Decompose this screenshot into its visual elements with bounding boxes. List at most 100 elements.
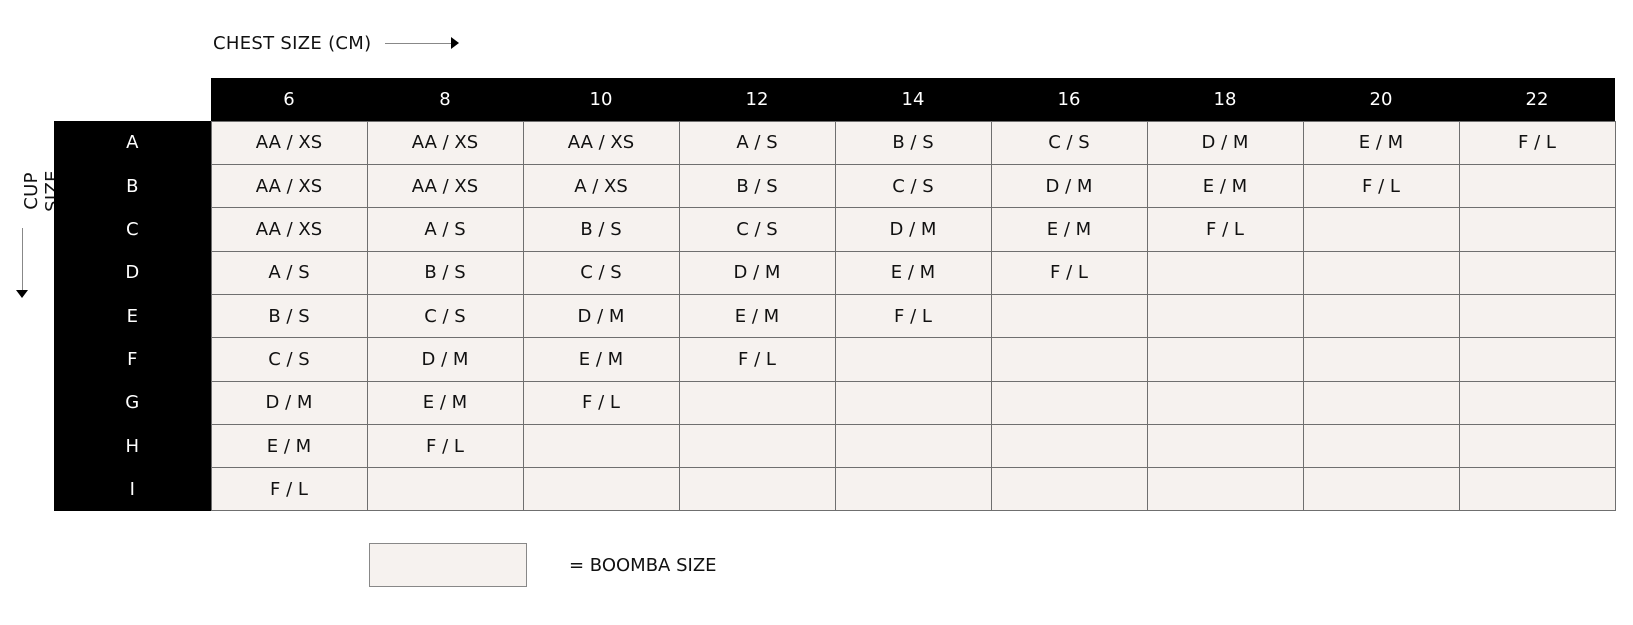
row-header: F bbox=[54, 337, 211, 382]
size-cell: A / XS bbox=[522, 164, 680, 209]
size-cell: E / M bbox=[522, 337, 680, 382]
size-cell: C / S bbox=[366, 293, 524, 339]
row-header: D bbox=[54, 251, 211, 295]
size-cell bbox=[1146, 423, 1304, 469]
size-cell: B / S bbox=[210, 293, 368, 339]
size-cell: F / L bbox=[1146, 207, 1304, 252]
size-cell bbox=[1458, 293, 1616, 339]
arrow-right-icon bbox=[385, 37, 460, 49]
column-header: 18 bbox=[1147, 78, 1303, 122]
size-cell bbox=[834, 380, 992, 425]
size-cell: E / M bbox=[678, 293, 836, 339]
size-cell bbox=[1302, 380, 1460, 425]
size-cell bbox=[990, 293, 1148, 339]
row-header: B bbox=[54, 164, 211, 208]
size-cell bbox=[990, 337, 1148, 382]
size-cell bbox=[1302, 337, 1460, 382]
size-cell bbox=[1458, 337, 1616, 382]
row-header: C bbox=[54, 207, 211, 252]
column-header: 10 bbox=[523, 78, 679, 122]
size-cell: D / M bbox=[834, 207, 992, 252]
size-cell bbox=[834, 467, 992, 512]
size-cell: C / S bbox=[990, 120, 1148, 166]
size-cell bbox=[1146, 250, 1304, 295]
chest-size-axis-label: CHEST SIZE (CM) bbox=[213, 33, 460, 54]
corner-cell bbox=[54, 78, 211, 122]
size-cell bbox=[366, 467, 524, 512]
size-cell: A / S bbox=[210, 250, 368, 295]
row-header: H bbox=[54, 424, 211, 468]
size-cell: B / S bbox=[678, 164, 836, 209]
size-cell: D / M bbox=[522, 293, 680, 339]
size-cell bbox=[1146, 467, 1304, 512]
header-row: 6 8 10 12 14 16 18 20 22 bbox=[54, 78, 1615, 122]
row-header: I bbox=[54, 467, 211, 511]
size-cell bbox=[1302, 423, 1460, 469]
size-cell: C / S bbox=[678, 207, 836, 252]
size-cell bbox=[990, 380, 1148, 425]
arrow-down-icon bbox=[16, 228, 28, 298]
size-cell: D / M bbox=[990, 164, 1148, 209]
size-cell bbox=[1458, 423, 1616, 469]
size-cell: B / S bbox=[834, 120, 992, 166]
size-cell bbox=[1146, 293, 1304, 339]
size-cell bbox=[1146, 380, 1304, 425]
size-cell: AA / XS bbox=[522, 120, 680, 166]
size-cell: C / S bbox=[210, 337, 368, 382]
size-cell: F / L bbox=[990, 250, 1148, 295]
row-header: G bbox=[54, 381, 211, 425]
size-cell: E / M bbox=[990, 207, 1148, 252]
size-cell: E / M bbox=[1146, 164, 1304, 209]
size-cell: F / L bbox=[1302, 164, 1460, 209]
size-cell bbox=[1458, 207, 1616, 252]
size-cell: C / S bbox=[522, 250, 680, 295]
row-header: E bbox=[54, 294, 211, 338]
column-header: 12 bbox=[679, 78, 835, 122]
size-cell: E / M bbox=[210, 423, 368, 469]
size-cell: A / S bbox=[366, 207, 524, 252]
size-cell bbox=[678, 423, 836, 469]
size-cell bbox=[1302, 207, 1460, 252]
size-cell: D / M bbox=[678, 250, 836, 295]
size-cell: F / L bbox=[210, 467, 368, 512]
column-header: 20 bbox=[1303, 78, 1459, 122]
size-cell: F / L bbox=[1458, 120, 1616, 166]
column-header: 8 bbox=[367, 78, 523, 122]
size-cell bbox=[1302, 293, 1460, 339]
size-cell: E / M bbox=[366, 380, 524, 425]
size-cell: D / M bbox=[366, 337, 524, 382]
size-cell: C / S bbox=[834, 164, 992, 209]
legend-swatch bbox=[369, 543, 527, 587]
column-header: 14 bbox=[835, 78, 991, 122]
size-cell bbox=[834, 337, 992, 382]
row-header: A bbox=[54, 121, 211, 165]
size-cell: A / S bbox=[678, 120, 836, 166]
size-cell: D / M bbox=[1146, 120, 1304, 166]
size-cell: B / S bbox=[366, 250, 524, 295]
size-cell bbox=[990, 423, 1148, 469]
size-cell: AA / XS bbox=[366, 164, 524, 209]
size-cell: E / M bbox=[834, 250, 992, 295]
size-cell bbox=[1146, 337, 1304, 382]
size-cell: F / L bbox=[834, 293, 992, 339]
column-header: 16 bbox=[991, 78, 1147, 122]
size-cell bbox=[678, 467, 836, 512]
size-cell: F / L bbox=[366, 423, 524, 469]
size-cell bbox=[522, 467, 680, 512]
chest-size-label: CHEST SIZE (CM) bbox=[213, 33, 372, 54]
column-header: 22 bbox=[1459, 78, 1615, 122]
size-cell bbox=[1458, 467, 1616, 512]
size-cell: D / M bbox=[210, 380, 368, 425]
size-cell bbox=[1302, 467, 1460, 512]
size-cell: E / M bbox=[1302, 120, 1460, 166]
size-cell bbox=[1458, 380, 1616, 425]
size-cell: AA / XS bbox=[210, 207, 368, 252]
size-chart-table: 6 8 10 12 14 16 18 20 22 A AA / XS AA / XS AA / XS A… bbox=[54, 78, 1616, 512]
size-cell bbox=[834, 423, 992, 469]
